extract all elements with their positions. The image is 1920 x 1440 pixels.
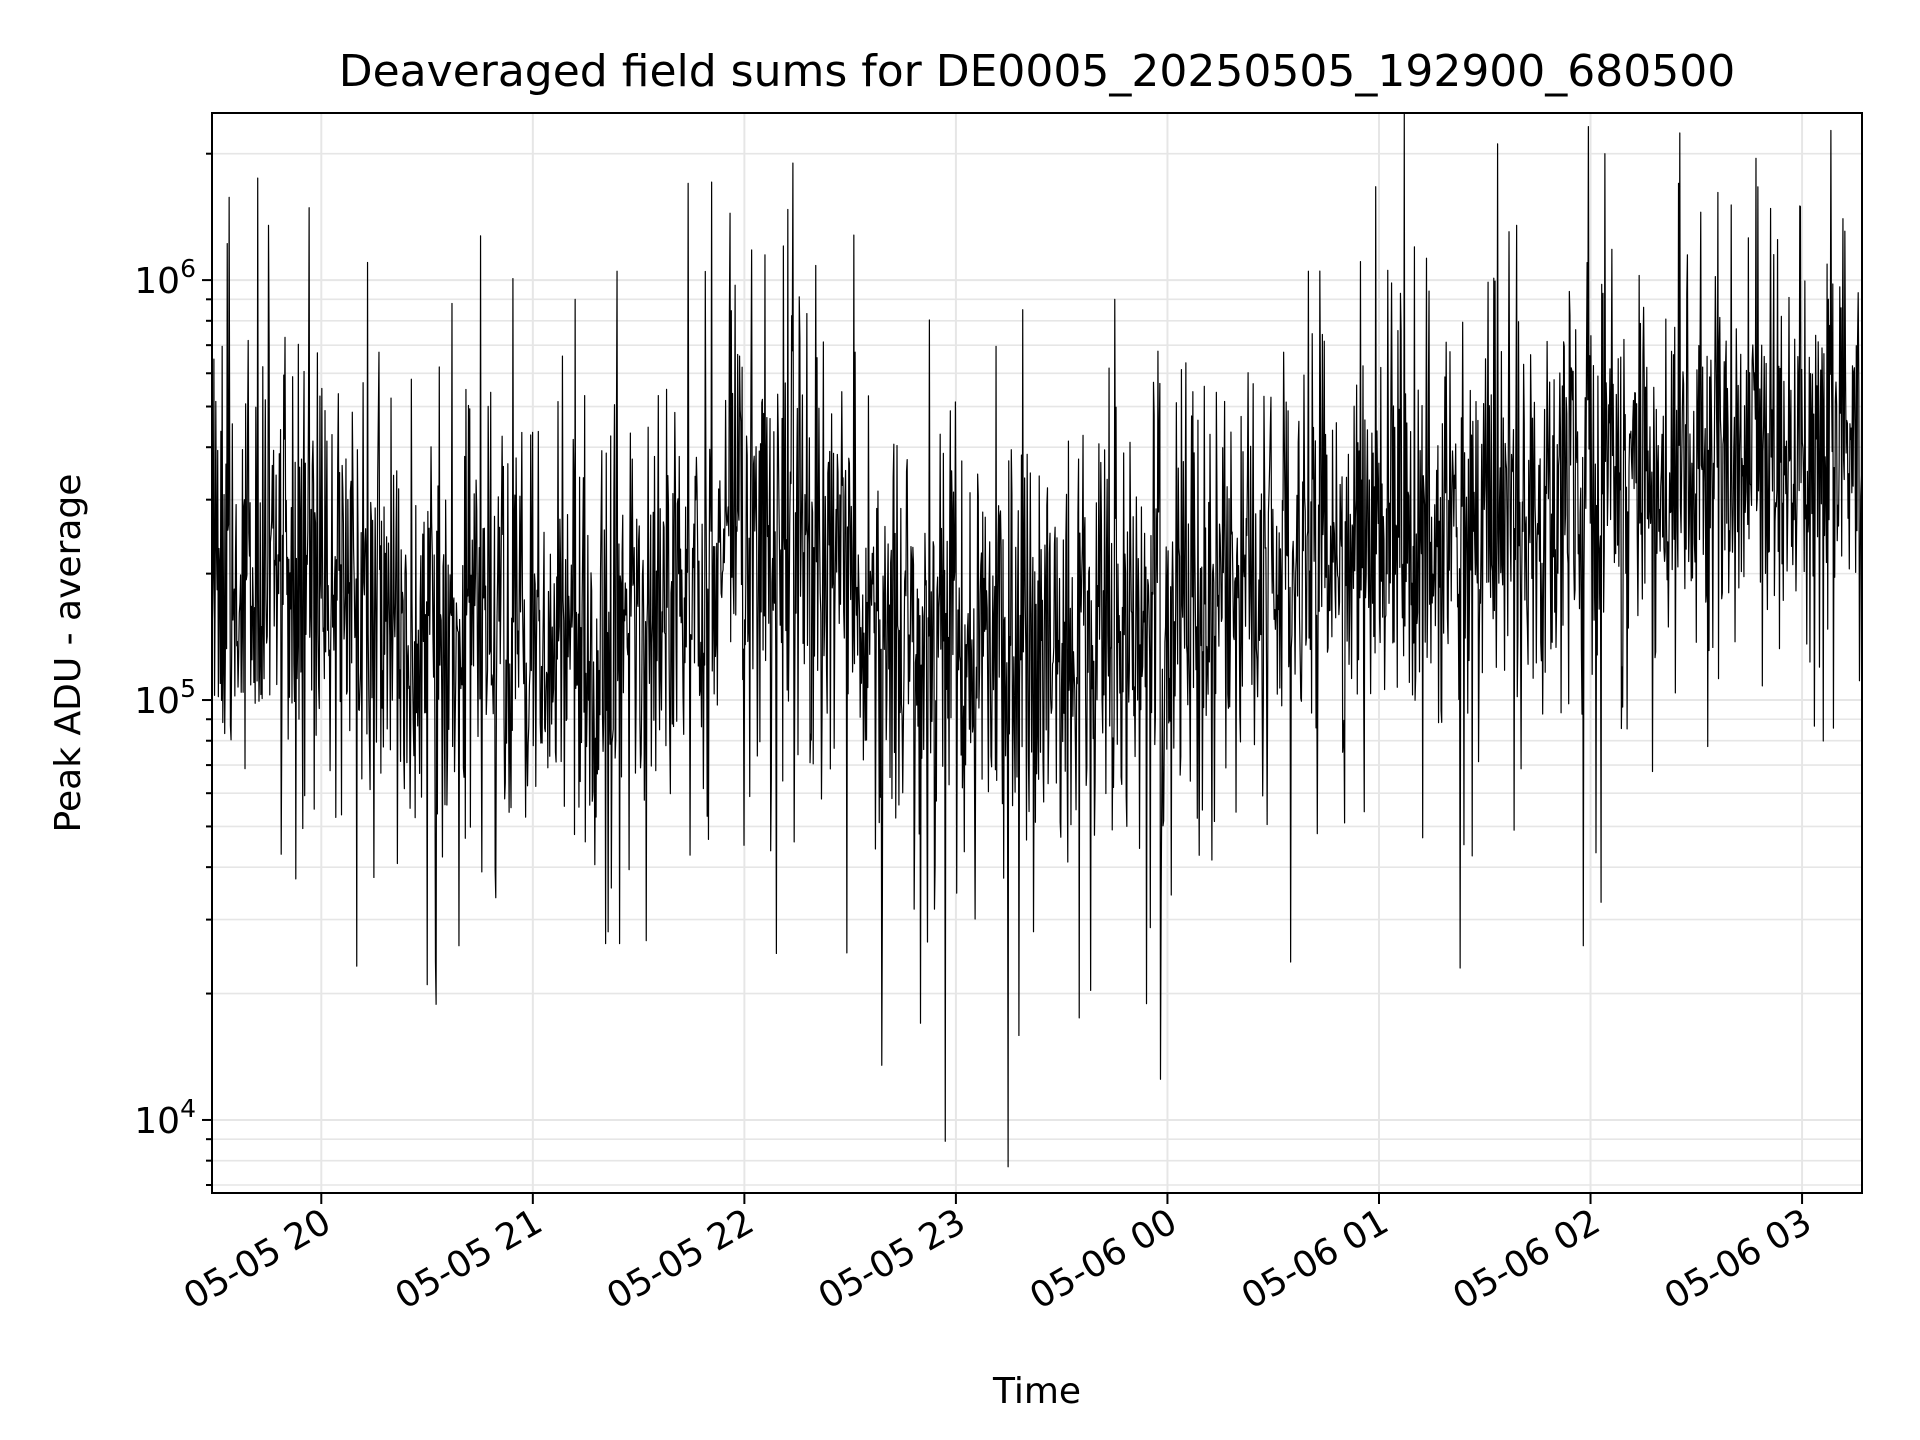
series-group [211,112,1863,1168]
plot-frame [211,112,1863,1194]
y-tick-label: 105 [134,674,196,722]
y-axis-label: Peak ADU - average [48,474,89,833]
x-axis-label: Time [992,1371,1081,1412]
y-tick-label: 104 [134,1094,196,1142]
chart-title: Deaveraged field sums for DE0005_2025050… [339,46,1736,97]
y-tick-label: 106 [134,254,196,302]
series-line [211,112,1863,1168]
